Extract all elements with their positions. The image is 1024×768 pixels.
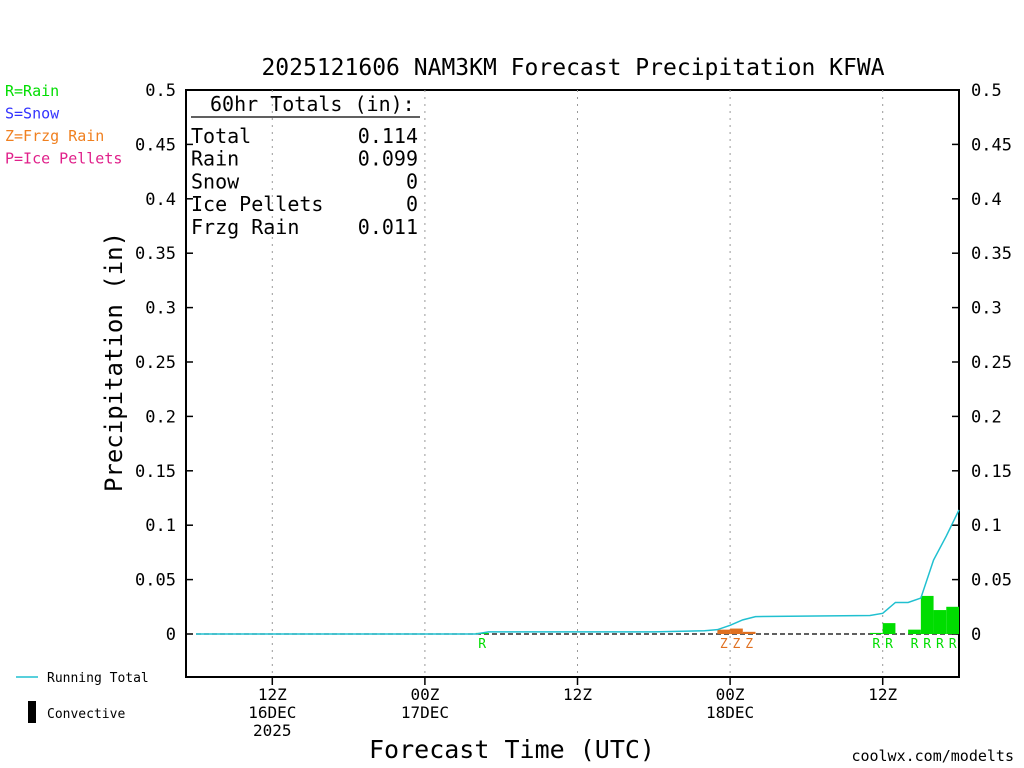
- y-tick-label-left: 0.4: [145, 190, 176, 210]
- type-letter: R: [936, 637, 944, 652]
- precip-type-legend: R=Rain S=Snow Z=Frzg Rain P=Ice Pellets: [5, 82, 122, 168]
- totals-row-value: 0: [406, 169, 418, 193]
- precip-bar: [920, 595, 934, 634]
- legend-item-3: P=Ice Pellets: [5, 150, 122, 168]
- precip-bar: [882, 623, 896, 634]
- y-tick-label-right: 0: [971, 625, 981, 645]
- credit-text: coolwx.com/modelts: [851, 747, 1014, 765]
- chart-title: 2025121606 NAM3KM Forecast Precipitation…: [261, 55, 884, 81]
- y-tick-label-right: 0.45: [971, 135, 1012, 155]
- y-tick-label-left: 0.1: [145, 516, 176, 536]
- totals-row-value: 0: [406, 192, 418, 216]
- precip-bar: [933, 610, 947, 634]
- x-tick-label: 2025: [253, 721, 292, 740]
- totals-row-label: Rain: [191, 147, 239, 171]
- type-letter: Z: [720, 637, 728, 652]
- precip-bar: [908, 629, 921, 634]
- y-tick-label-right: 0.35: [971, 244, 1012, 264]
- legend-item-2: Z=Frzg Rain: [5, 127, 104, 145]
- precip-bar: [869, 632, 883, 634]
- type-letter: R: [872, 637, 880, 652]
- y-axis-right: 0 0.05 0.1 0.15 0.2 0.25 0.3 0.35 0.4 0.45 0.5: [952, 81, 1012, 645]
- x-tick-label: 00Z: [716, 685, 745, 704]
- y-tick-label-right: 0.05: [971, 571, 1012, 591]
- y-axis-left: 0 0.05 0.1 0.15 0.2 0.25 0.3 0.35 0.4 0.45 0.5: [135, 81, 193, 645]
- convective-legend-label: Convective: [47, 707, 125, 722]
- y-tick-label-left: 0.05: [135, 571, 176, 591]
- type-letter: R: [885, 637, 893, 652]
- totals-row-label: Ice Pellets: [191, 192, 323, 216]
- legend-item-0: R=Rain: [5, 82, 59, 100]
- y-tick-label-right: 0.25: [971, 353, 1012, 373]
- vertical-grid: [271, 90, 884, 677]
- precip-bar: [717, 629, 731, 634]
- plot-frame: [185, 89, 960, 678]
- y-tick-label-left: 0: [166, 625, 176, 645]
- totals-row-value: 0.099: [358, 147, 418, 171]
- type-letter: R: [949, 637, 957, 652]
- x-axis-label: Forecast Time (UTC): [369, 735, 655, 764]
- type-letter: R: [478, 637, 486, 652]
- totals-row-label: Total: [191, 124, 251, 148]
- y-tick-label-left: 0.45: [135, 135, 176, 155]
- type-letter: R: [923, 637, 931, 652]
- y-axis-label: Precipitation (in): [100, 232, 128, 492]
- y-tick-label-left: 0.5: [145, 81, 176, 101]
- type-letter: R: [911, 637, 919, 652]
- y-tick-label-left: 0.3: [145, 299, 176, 319]
- x-tick-label: 17DEC: [401, 703, 449, 722]
- y-tick-label-right: 0.15: [971, 462, 1012, 482]
- totals-row-value: 0.114: [358, 124, 418, 148]
- precip-bar: [946, 606, 959, 634]
- y-tick-label-left: 0.2: [145, 407, 176, 427]
- precip-bar: [730, 628, 743, 634]
- y-tick-label-right: 0.2: [971, 407, 1002, 427]
- running-total-line: [196, 509, 960, 635]
- y-tick-label-right: 0.1: [971, 516, 1002, 536]
- totals-row-label: Frzg Rain: [191, 215, 299, 239]
- type-letter: Z: [733, 637, 741, 652]
- y-tick-label-right: 0.4: [971, 190, 1002, 210]
- y-tick-label-right: 0.3: [971, 299, 1002, 319]
- type-letters: R R R R R R RZ Z Z: [478, 637, 957, 652]
- x-tick-label: 00Z: [410, 685, 439, 704]
- y-tick-label-left: 0.35: [135, 244, 176, 264]
- totals-heading: 60hr Totals (in):: [210, 92, 415, 116]
- precip-bar: [742, 631, 756, 634]
- totals-row-label: Snow: [191, 169, 240, 193]
- totals-box: 60hr Totals (in): Total 0.114 Rain 0.099 Sno…: [191, 92, 420, 239]
- x-tick-label: 12Z: [258, 685, 287, 704]
- convective-legend-swatch: [28, 701, 36, 723]
- y-tick-label-left: 0.15: [135, 462, 176, 482]
- y-tick-label-left: 0.25: [135, 353, 176, 373]
- precip-bars: [475, 595, 959, 634]
- totals-row-value: 0.011: [358, 215, 418, 239]
- legend-item-1: S=Snow: [5, 105, 60, 123]
- x-tick-label: 16DEC: [248, 703, 296, 722]
- running-total-legend-label: Running Total: [47, 671, 149, 686]
- y-tick-label-right: 0.5: [971, 81, 1002, 101]
- x-tick-label: 12Z: [563, 685, 592, 704]
- x-tick-label: 12Z: [868, 685, 897, 704]
- type-letter: Z: [745, 637, 753, 652]
- x-tick-label: 18DEC: [706, 703, 754, 722]
